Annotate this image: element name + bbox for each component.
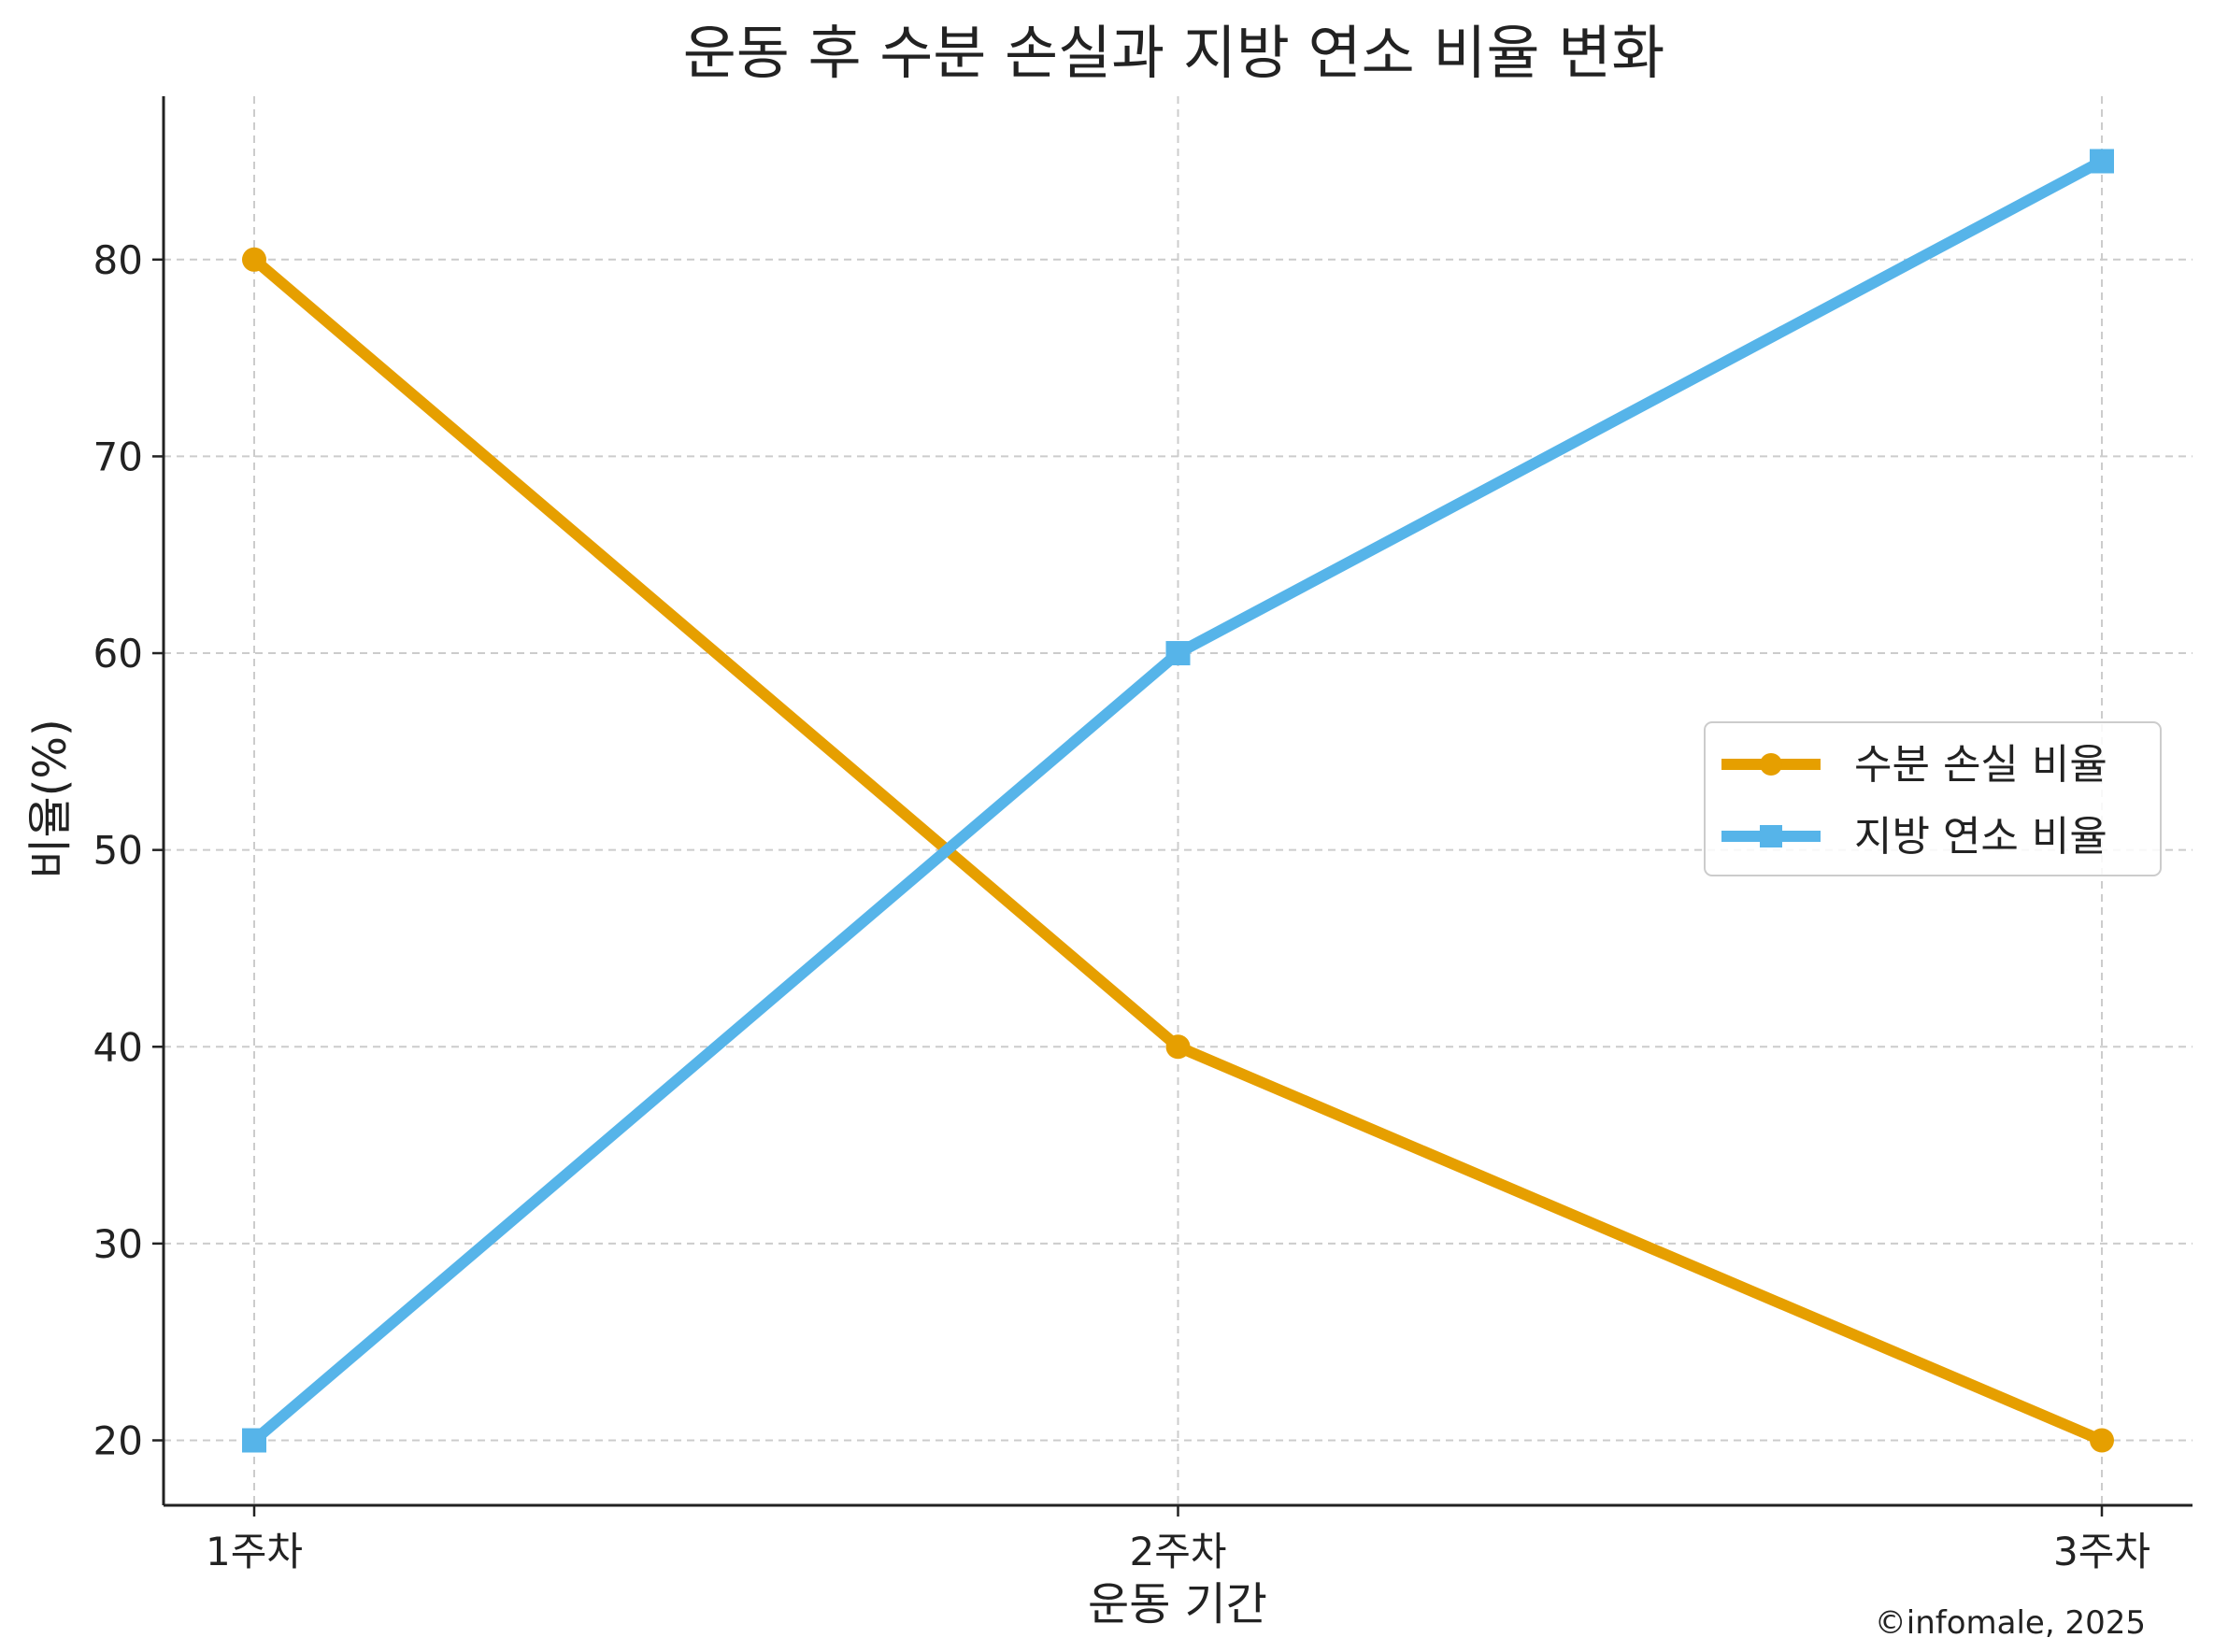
- legend-marker-2: [1760, 825, 1782, 847]
- y-tick-label-80: 80: [93, 237, 143, 283]
- series-layer: [242, 149, 2114, 1453]
- y-tick-label-70: 70: [93, 434, 143, 479]
- legend-marker-1: [1760, 753, 1782, 776]
- y-tick-label-30: 30: [93, 1221, 143, 1267]
- y-tick-label-50: 50: [93, 828, 143, 874]
- data-point-s2-3: [2090, 149, 2114, 174]
- data-point-s2-2: [1165, 641, 1191, 666]
- x-tick-label-2: 2주차: [1129, 1529, 1226, 1574]
- y-tick-label-20: 20: [93, 1417, 143, 1463]
- series-2: [242, 149, 2114, 1453]
- series-1: [242, 247, 2114, 1453]
- legend-item-2: 지방 연소 비율: [1721, 813, 2107, 861]
- data-point-s1-2: [1165, 1034, 1191, 1060]
- data-point-s2-1: [242, 1428, 266, 1453]
- data-point-s1-1: [242, 247, 266, 272]
- y-axis-label: 비율(%): [24, 719, 77, 878]
- y-tick-label-40: 40: [93, 1024, 143, 1070]
- y-tick-label-60: 60: [93, 631, 143, 676]
- x-axis-ticks: 1주차 2주차 3주차: [206, 1505, 2150, 1574]
- y-axis-ticks: 20 30 40 50 60 70 80: [93, 237, 164, 1463]
- legend-item-1: 수분 손실 비율: [1721, 741, 2107, 789]
- chart-title: 운동 후 수분 손실과 지방 연소 비율 변화: [683, 19, 1665, 87]
- x-tick-label-1: 1주차: [206, 1529, 303, 1574]
- x-axis-label: 운동 기간: [1088, 1578, 1267, 1631]
- x-tick-label-3: 3주차: [2053, 1529, 2150, 1574]
- data-point-s1-3: [2090, 1428, 2114, 1453]
- legend-label-2: 지방 연소 비율: [1854, 813, 2107, 861]
- legend-label-1: 수분 손실 비율: [1854, 741, 2107, 789]
- credit-text: ©infomale, 2025: [1875, 1604, 2146, 1642]
